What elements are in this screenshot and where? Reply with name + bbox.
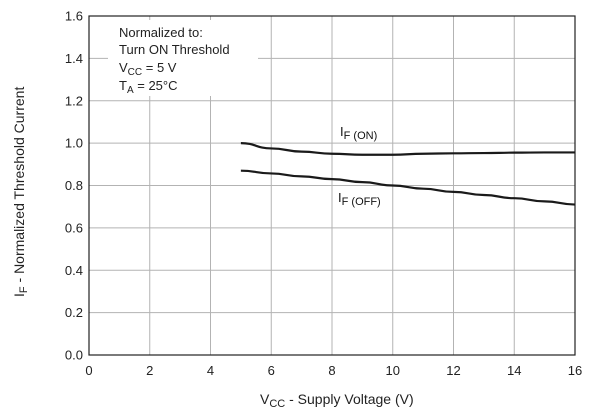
y-tick-label: 0.6 bbox=[65, 220, 83, 235]
x-tick-label: 16 bbox=[568, 363, 582, 378]
series-label-if-off: IF (OFF) bbox=[338, 190, 381, 208]
annotation-line-3-sub: CC bbox=[128, 67, 142, 78]
x-axis-title-sub: CC bbox=[269, 398, 285, 410]
annotation-line-4: TA = 25°C bbox=[119, 78, 178, 96]
series-label-if-on-main: I bbox=[340, 124, 344, 139]
series-label-if-off-sub: F (OFF) bbox=[342, 196, 381, 208]
annotation-line-4-rest: = 25°C bbox=[134, 78, 178, 93]
series-layer bbox=[240, 142, 576, 206]
annotation-line-2: Turn ON Threshold bbox=[119, 42, 230, 57]
annotation-line-3-main: V bbox=[119, 60, 128, 75]
y-axis-title-main: I bbox=[11, 293, 27, 297]
x-tick-label: 8 bbox=[328, 363, 335, 378]
x-tick-label: 12 bbox=[446, 363, 460, 378]
annotation-box bbox=[108, 20, 258, 96]
y-axis-title: IF - Normalized Threshold Current bbox=[11, 87, 30, 297]
x-tick-label: 4 bbox=[207, 363, 214, 378]
annotation-line-1: Normalized to: bbox=[119, 25, 203, 40]
x-axis-title-main: V bbox=[260, 391, 270, 407]
y-tick-label: 0.4 bbox=[65, 263, 83, 278]
annotation-line-3-rest: = 5 V bbox=[142, 60, 177, 75]
series-label-if-on: IF (ON) bbox=[340, 124, 377, 142]
x-tick-label: 14 bbox=[507, 363, 521, 378]
x-tick-label: 10 bbox=[386, 363, 400, 378]
annotation-line-3: VCC = 5 V bbox=[119, 60, 177, 78]
y-tick-label: 0.0 bbox=[65, 348, 83, 363]
x-tick-label: 2 bbox=[146, 363, 153, 378]
y-tick-label: 1.6 bbox=[65, 9, 83, 24]
x-axis-title: VCC - Supply Voltage (V) bbox=[260, 391, 414, 410]
x-tick-label: 0 bbox=[85, 363, 92, 378]
plot-area-frame bbox=[88, 15, 576, 356]
annotation-line-4-sub: A bbox=[127, 85, 134, 96]
series-line-if-off bbox=[240, 169, 576, 206]
series-label-if-on-sub: F (ON) bbox=[344, 130, 378, 142]
x-tick-label: 6 bbox=[268, 363, 275, 378]
annotation-line-4-main: T bbox=[119, 78, 127, 93]
x-axis-title-rest: - Supply Voltage (V) bbox=[285, 391, 413, 407]
tick-labels: 0 2 4 6 8 10 12 14 16 0.0 0.2 0.4 0.6 0.8 1.0 1.2 1.4 1.6 bbox=[65, 9, 582, 379]
y-tick-label: 0.8 bbox=[65, 178, 83, 193]
y-tick-label: 0.2 bbox=[65, 305, 83, 320]
y-tick-label: 1.2 bbox=[65, 93, 83, 108]
y-axis-title-rest: - Normalized Threshold Current bbox=[11, 87, 27, 287]
y-tick-label: 1.4 bbox=[65, 51, 83, 66]
y-tick-label: 1.0 bbox=[65, 136, 83, 151]
series-line-if-on bbox=[240, 142, 575, 156]
series-label-if-off-main: I bbox=[338, 190, 342, 205]
y-axis-title-sub: F bbox=[18, 286, 30, 293]
